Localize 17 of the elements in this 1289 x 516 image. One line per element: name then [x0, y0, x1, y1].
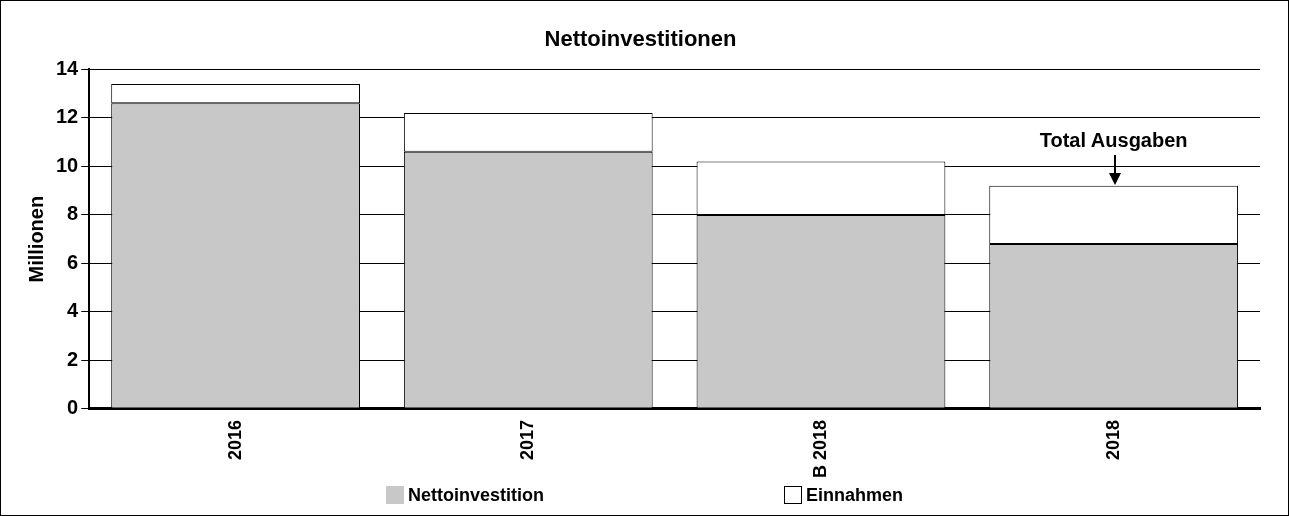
x-tick-label: B 2018: [809, 419, 830, 478]
y-tick-label: 2: [67, 347, 79, 370]
annotation: Total Ausgaben: [1039, 129, 1188, 152]
y-tick-label: 8: [67, 202, 79, 225]
x-tick-label: 2017: [517, 419, 538, 460]
y-tick-label: 6: [67, 250, 79, 273]
legend-label: Einnahmen: [806, 484, 904, 506]
chart-title: Nettoinvestitionen: [544, 26, 737, 52]
legend-label: Nettoinvestition: [407, 484, 544, 506]
y-tick-label: 10: [56, 153, 79, 176]
y-tick-label: 0: [67, 396, 79, 419]
y-tick-label: 14: [56, 56, 80, 79]
y-tick-label: 4: [67, 299, 80, 322]
x-tick-label: 2018: [1102, 419, 1123, 460]
x-tick-label: 2016: [224, 419, 245, 460]
y-axis-title: Millionen: [24, 195, 47, 283]
y-tick-label: 12: [56, 105, 79, 128]
